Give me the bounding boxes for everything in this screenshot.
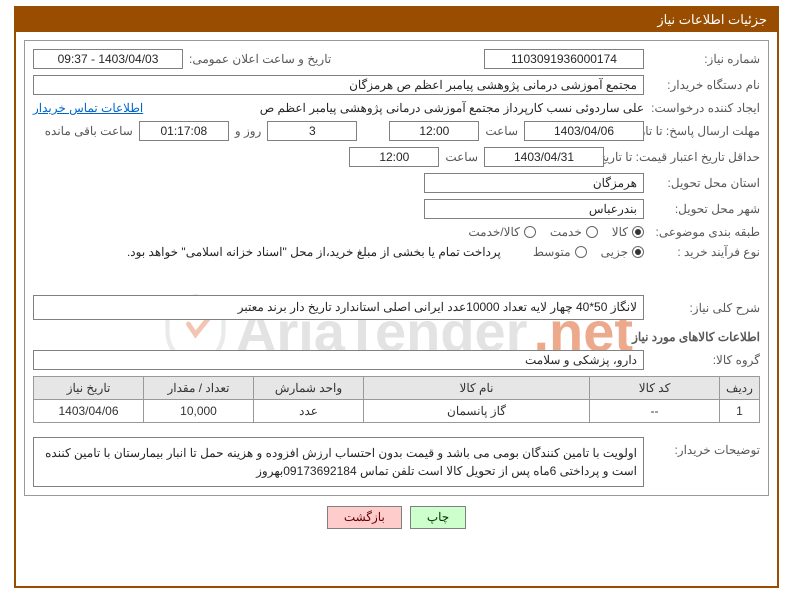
buyer-notes-value: اولویت با تامین کنندگان بومی می باشد و ق… — [33, 437, 644, 487]
need-desc-label: شرح کلی نیاز: — [650, 301, 760, 315]
validity-label: حداقل تاریخ اعتبار قیمت: تا تاریخ: — [610, 150, 760, 164]
deadline-time: 12:00 — [389, 121, 479, 141]
validity-time: 12:00 — [349, 147, 439, 167]
announce-date-value: 1403/04/03 - 09:37 — [33, 49, 183, 69]
table-cell: 1 — [720, 400, 760, 423]
province-label: استان محل تحویل: — [650, 176, 760, 190]
city-value: بندرعباس — [424, 199, 644, 219]
buyer-value: مجتمع آموزشی درمانی پژوهشی پیامبر اعظم ص… — [33, 75, 644, 95]
need-number-label: شماره نیاز: — [650, 52, 760, 66]
category-label: طبقه بندی موضوعی: — [650, 225, 760, 239]
deadline-label: مهلت ارسال پاسخ: تا تاریخ: — [650, 124, 760, 138]
table-row: 1--گاز پانسمانعدد10,0001403/04/06 — [34, 400, 760, 423]
remaining-days: 3 — [267, 121, 357, 141]
table-cell: 10,000 — [144, 400, 254, 423]
buyer-notes-label: توضیحات خریدار: — [650, 431, 760, 457]
city-label: شهر محل تحویل: — [650, 202, 760, 216]
panel-header: جزئیات اطلاعات نیاز — [16, 8, 777, 32]
radio-goods-service-label: کالا/خدمت — [468, 225, 519, 239]
table-header: تعداد / مقدار — [144, 377, 254, 400]
table-header: نام کالا — [364, 377, 590, 400]
requester-value: علی ساردوئی نسب کارپرداز مجتمع آموزشی در… — [260, 101, 644, 115]
radio-goods-service[interactable] — [524, 226, 536, 238]
radio-minor-label: جزیی — [601, 245, 628, 259]
buyer-contact-link[interactable]: اطلاعات تماس خریدار — [33, 101, 143, 115]
table-header: تاریخ نیاز — [34, 377, 144, 400]
validity-date: 1403/04/31 — [484, 147, 604, 167]
requester-label: ایجاد کننده درخواست: — [650, 101, 760, 115]
time-label-1: ساعت — [485, 124, 518, 138]
category-radio-group: کالا خدمت کالا/خدمت — [468, 225, 644, 239]
back-button[interactable]: بازگشت — [327, 506, 402, 529]
goods-group-label: گروه کالا: — [650, 353, 760, 367]
radio-medium-label: متوسط — [533, 245, 571, 259]
table-header: کد کالا — [590, 377, 720, 400]
goods-info-title: اطلاعات کالاهای مورد نیاز — [33, 330, 760, 344]
remaining-time: 01:17:08 — [139, 121, 229, 141]
items-table: ردیفکد کالانام کالاواحد شمارشتعداد / مقد… — [33, 376, 760, 423]
table-header: واحد شمارش — [254, 377, 364, 400]
table-cell: 1403/04/06 — [34, 400, 144, 423]
process-label: نوع فرآیند خرید : — [650, 245, 760, 259]
radio-medium[interactable] — [575, 246, 587, 258]
payment-note: پرداخت تمام یا بخشی از مبلغ خرید،از محل … — [127, 245, 501, 259]
province-value: هرمزگان — [424, 173, 644, 193]
deadline-date: 1403/04/06 — [524, 121, 644, 141]
announce-date-label: تاریخ و ساعت اعلان عمومی: — [189, 52, 331, 66]
radio-service[interactable] — [586, 226, 598, 238]
buyer-label: نام دستگاه خریدار: — [650, 78, 760, 92]
time-label-2: ساعت — [445, 150, 478, 164]
need-desc-value: لانگاز 50*40 چهار لایه تعداد 10000عدد ای… — [33, 295, 644, 320]
need-number-value: 1103091936000174 — [484, 49, 644, 69]
process-radio-group: جزیی متوسط — [533, 245, 644, 259]
table-header: ردیف — [720, 377, 760, 400]
goods-group-value: دارو، پزشکی و سلامت — [33, 350, 644, 370]
table-cell: -- — [590, 400, 720, 423]
table-cell: گاز پانسمان — [364, 400, 590, 423]
radio-service-label: خدمت — [550, 225, 582, 239]
days-and-label: روز و — [235, 124, 262, 138]
remaining-label: ساعت باقی مانده — [45, 124, 133, 138]
table-cell: عدد — [254, 400, 364, 423]
radio-minor[interactable] — [632, 246, 644, 258]
print-button[interactable]: چاپ — [410, 506, 466, 529]
radio-goods-label: کالا — [612, 225, 628, 239]
radio-goods[interactable] — [632, 226, 644, 238]
